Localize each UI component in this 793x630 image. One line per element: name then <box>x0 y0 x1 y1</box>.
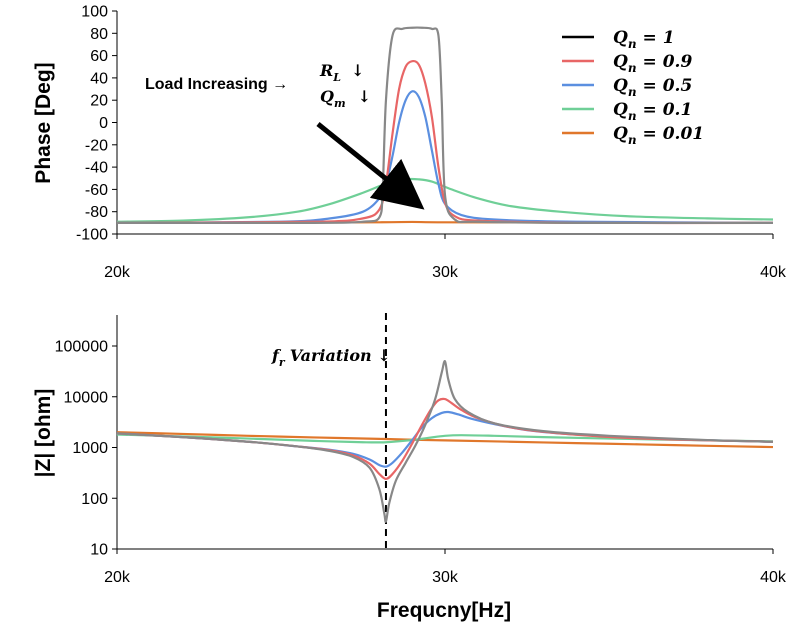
legend-entry: Qn = 0.5 <box>613 76 692 99</box>
y-tick-label: -40 <box>85 160 108 177</box>
legend-entry: Qn = 0.9 <box>613 52 692 75</box>
y-tick-label: 0 <box>99 115 108 132</box>
annotation-rl: RL ↓ <box>319 61 364 84</box>
y-tick-label: 10 <box>90 542 108 559</box>
y-tick-label: -20 <box>85 137 108 154</box>
load-increasing-arrow <box>316 122 425 210</box>
series-line <box>116 360 774 523</box>
y-tick-label: 1000 <box>72 440 108 457</box>
legend-entry: Qn = 1 <box>613 28 675 51</box>
x-axis-title: Frequcny[Hz] <box>377 599 511 622</box>
y-tick-label: 80 <box>90 26 108 43</box>
y-tick-label: 100 <box>81 491 108 508</box>
x-tick-label: 30k <box>432 264 459 281</box>
y-axis-title: Phase [Deg] <box>32 62 55 183</box>
x-tick-label: 20k <box>104 569 131 586</box>
series-line <box>116 431 774 449</box>
y-tick-label: 100000 <box>55 339 108 356</box>
y-tick-label: 10000 <box>64 389 109 406</box>
legend-entry: Qn = 0.1 <box>613 100 692 123</box>
annotation-load-increasing: Load Increasing → <box>145 76 288 93</box>
legend: Qn = 1Qn = 0.9Qn = 0.5Qn = 0.1Qn = 0.01 <box>562 28 704 147</box>
x-tick-label: 30k <box>432 569 459 586</box>
y-tick-label: -80 <box>85 204 108 221</box>
y-tick-label: 40 <box>90 70 108 87</box>
legend-entry: Qn = 0.01 <box>613 124 704 147</box>
y-tick-label: -60 <box>85 182 108 199</box>
series-line <box>116 26 774 225</box>
phase-chart: -100 -80 -60 -40 -20 0 20 40 60 80 100 20k 30k 40k Pha… <box>32 4 787 282</box>
x-tick-label: 20k <box>104 264 131 281</box>
series-line <box>116 59 774 225</box>
x-tick-label: 40k <box>760 264 787 281</box>
y-tick-label: -100 <box>76 227 108 244</box>
impedance-chart: 10 100 1000 10000 100000 20k 30k 40k |Z| [ohm] Fr… <box>32 313 787 622</box>
annotation-qm: Qm ↓ <box>320 87 371 110</box>
y-axis-title: |Z| [ohm] <box>32 389 55 478</box>
y-tick-label: 60 <box>90 48 108 65</box>
x-tick-label: 40k <box>760 569 787 586</box>
annotation-fr-variation: fr Variation ↓ <box>271 346 391 369</box>
y-tick-label: 100 <box>81 4 108 21</box>
series-line <box>116 433 774 444</box>
y-tick-label: 20 <box>90 93 108 110</box>
series-line <box>116 90 774 224</box>
